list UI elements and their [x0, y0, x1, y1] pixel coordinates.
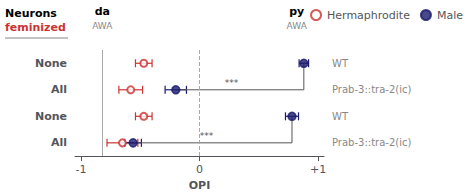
- svg-text:-1: -1: [75, 163, 86, 176]
- svg-text:***: ***: [200, 131, 214, 141]
- svg-text:+1: +1: [310, 163, 326, 176]
- svg-text:AWA: AWA: [287, 21, 308, 31]
- svg-text:WT: WT: [332, 111, 349, 122]
- svg-text:None: None: [35, 57, 67, 70]
- svg-text:AWA: AWA: [92, 21, 113, 31]
- svg-text:Prab-3::tra-2(ic): Prab-3::tra-2(ic): [332, 84, 411, 95]
- svg-text:None: None: [35, 110, 67, 123]
- svg-text:All: All: [51, 83, 67, 96]
- svg-text:Prab-3::tra-2(ic): Prab-3::tra-2(ic): [332, 137, 411, 148]
- svg-text:0: 0: [196, 163, 203, 176]
- svg-text:WT: WT: [332, 58, 349, 69]
- svg-text:All: All: [51, 136, 67, 149]
- svg-text:Hermaphrodite: Hermaphrodite: [327, 9, 410, 22]
- svg-text:da: da: [95, 5, 110, 18]
- svg-text:***: ***: [225, 78, 239, 88]
- svg-text:py: py: [289, 5, 304, 18]
- svg-text:OPI: OPI: [189, 179, 211, 192]
- svg-text:Neurons: Neurons: [5, 7, 57, 20]
- svg-text:Male: Male: [437, 9, 463, 22]
- svg-text:feminized: feminized: [5, 21, 66, 34]
